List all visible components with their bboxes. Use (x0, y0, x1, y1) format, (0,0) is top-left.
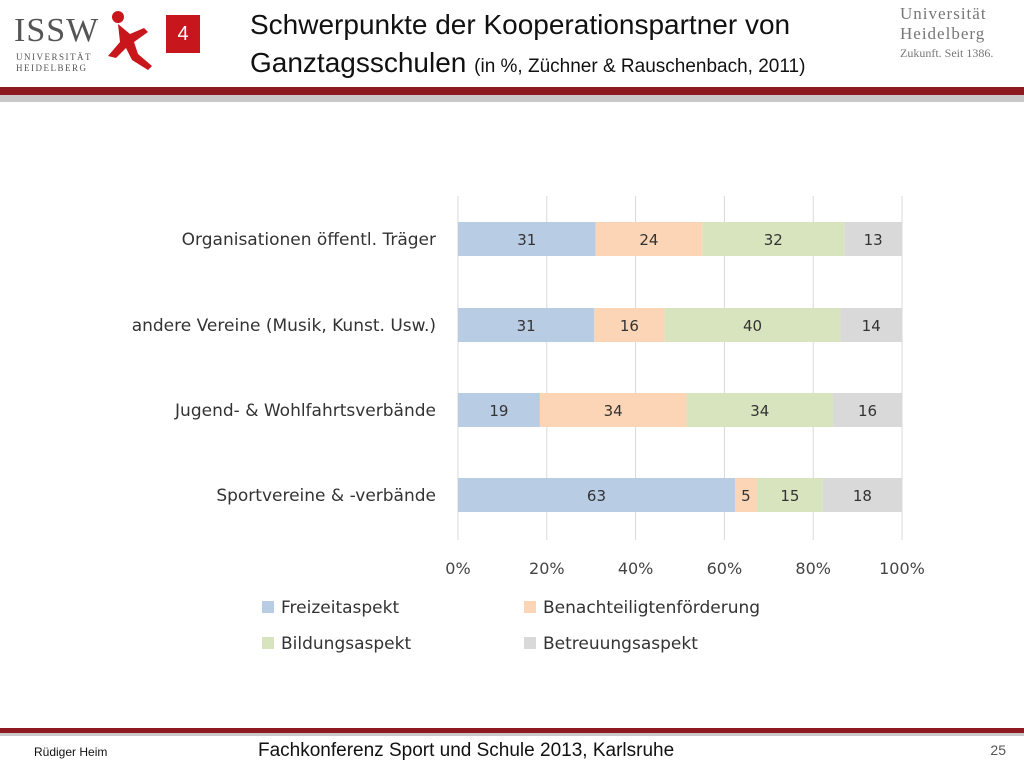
data-label: 34 (604, 402, 623, 420)
x-tick-label: 0% (445, 559, 470, 578)
x-tick-label: 80% (795, 559, 831, 578)
data-label: 16 (620, 317, 639, 335)
isww-logo: ISSW UNIVERSITÄT HEIDELBERG (14, 8, 164, 73)
legend-swatch (262, 601, 274, 613)
data-label: 63 (587, 487, 606, 505)
bar-segment (458, 308, 595, 342)
bar-segment (840, 308, 902, 342)
footer-page-number: 25 (990, 742, 1006, 758)
title-subtitle: (in %, Züchner & Rauschenbach, 2011) (474, 56, 806, 77)
bar-segment (822, 478, 902, 512)
university-logo-line1: Universität (900, 4, 987, 23)
bar-segment (756, 478, 823, 512)
title-line-1: Schwerpunkte der Kooperationspartner von (250, 9, 791, 40)
legend-swatch (262, 637, 274, 649)
category-label: Jugend- & Wohlfahrtsverbände (174, 401, 436, 421)
university-logo-line2: Heidelberg (900, 24, 986, 43)
footer-author: Rüdiger Heim (34, 745, 108, 759)
isww-logo-subtext: UNIVERSITÄT HEIDELBERG (16, 52, 92, 73)
header-band (0, 87, 1024, 95)
stacked-bar-chart: 0% 20% 40% 60% 80% 100% 31 24 32 13 Organisationen… (132, 196, 925, 654)
university-logo: Universität Heidelberg Zukunft. Seit 138… (900, 4, 1020, 64)
data-label: 24 (639, 231, 658, 249)
data-label: 31 (517, 231, 536, 249)
bar-segment (594, 308, 665, 342)
data-label: 40 (743, 317, 762, 335)
legend-label: Betreuungsaspekt (543, 634, 698, 654)
runner-icon (108, 11, 152, 70)
data-label: 18 (853, 487, 872, 505)
x-tick-label: 60% (707, 559, 743, 578)
category-label: Sportvereine & -verbände (216, 486, 436, 506)
bar-segment (458, 478, 735, 512)
data-label: 15 (780, 487, 799, 505)
x-tick-label: 40% (618, 559, 654, 578)
footer-event: Fachkonferenz Sport und Schule 2013, Kar… (258, 740, 675, 761)
bar-segment (833, 393, 902, 427)
bar-segment (595, 222, 703, 256)
legend-swatch (524, 601, 536, 613)
data-label: 19 (489, 402, 508, 420)
category-label: andere Vereine (Musik, Kunst. Usw.) (132, 316, 436, 336)
title-line-2: Ganztagsschulen (250, 47, 467, 78)
bar-segment (664, 308, 841, 342)
data-label: 32 (764, 231, 783, 249)
category-label: Organisationen öffentl. Träger (182, 230, 436, 250)
footer-band-gray (0, 733, 1024, 736)
x-tick-label: 20% (529, 559, 565, 578)
bar-segment (458, 393, 540, 427)
bar-segment (539, 393, 687, 427)
data-label: 5 (741, 487, 751, 505)
data-label: 13 (864, 231, 883, 249)
slide-number-badge: 4 (166, 15, 200, 53)
university-logo-tagline: Zukunft. Seit 1386. (900, 46, 994, 60)
page-title: Schwerpunkte der Kooperationspartner von… (250, 6, 910, 86)
footer-band (0, 728, 1024, 733)
legend-swatch (524, 637, 536, 649)
header-band-gray (0, 95, 1024, 102)
data-label: 31 (517, 317, 536, 335)
bar-segment (844, 222, 902, 256)
x-tick-label: 100% (879, 559, 925, 578)
data-label: 16 (858, 402, 877, 420)
data-label: 34 (750, 402, 769, 420)
legend-label: Bildungsaspekt (281, 634, 411, 654)
bar-segment (458, 222, 596, 256)
isww-logo-text: ISSW (14, 12, 100, 49)
bar-segment (734, 478, 757, 512)
data-label: 14 (862, 317, 881, 335)
legend-label: Benachteiligtenförderung (543, 598, 760, 618)
bar-segment (702, 222, 845, 256)
legend-label: Freizeitaspekt (281, 598, 399, 618)
bar-segment (686, 393, 834, 427)
